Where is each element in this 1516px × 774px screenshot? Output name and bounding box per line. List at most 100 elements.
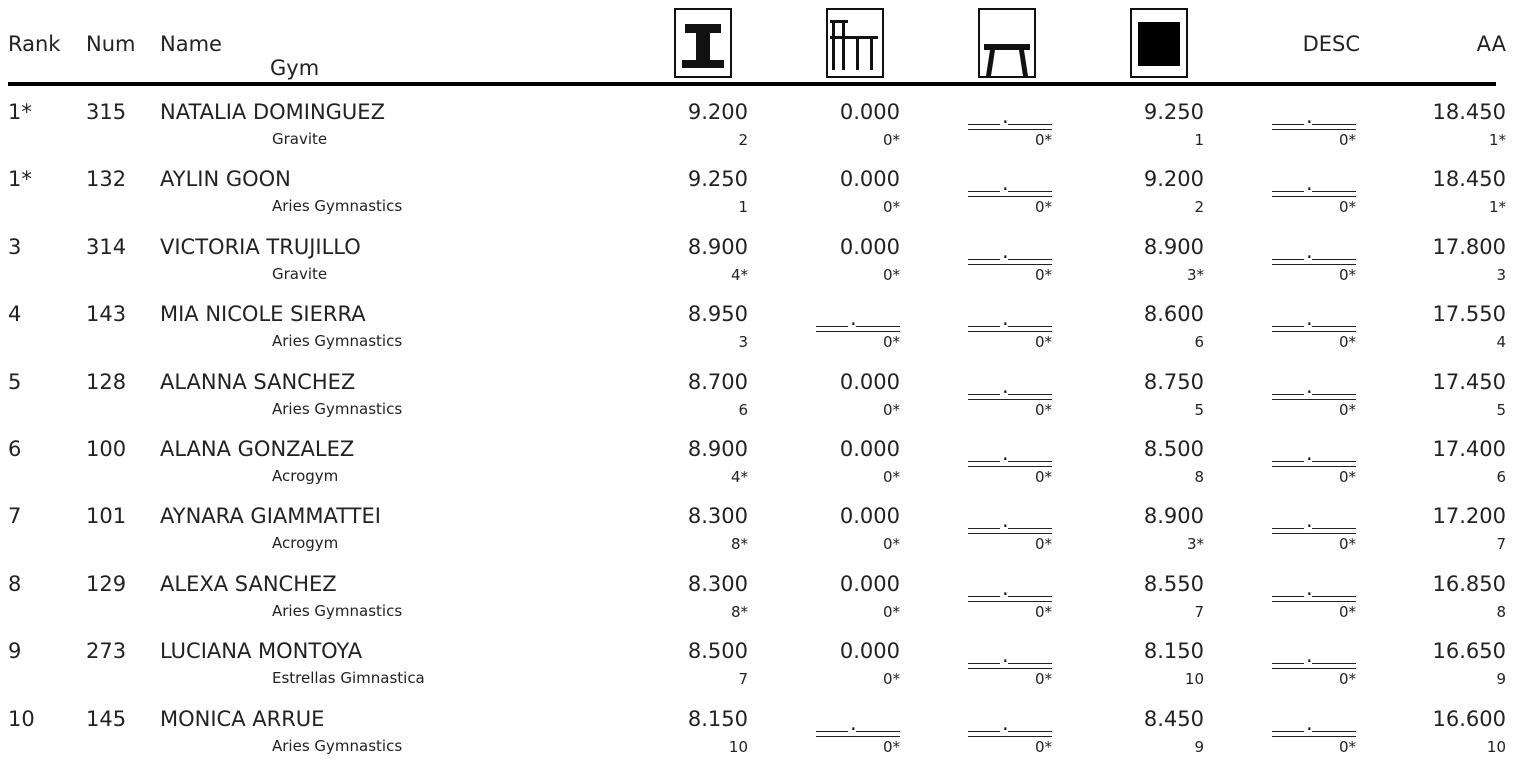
blank-underline bbox=[968, 461, 1000, 462]
aa-rank: 5 bbox=[1496, 400, 1506, 419]
aa-score: 18.450 bbox=[1432, 167, 1506, 192]
rank-cell: 8 bbox=[8, 571, 22, 596]
blank-underline bbox=[1312, 528, 1356, 530]
aa-rank: 7 bbox=[1496, 535, 1506, 554]
bars-score: 0.000 bbox=[839, 571, 900, 596]
name-cell: VICTORIA TRUJILLO bbox=[160, 234, 361, 259]
beam-score-blank: . bbox=[968, 709, 1052, 735]
beam-rank: 0* bbox=[1034, 131, 1052, 149]
aa-score: 18.450 bbox=[1432, 100, 1506, 124]
table-row: 6 100 ALANA GONZALEZ Acrogym 8.900 4* 0.000 0*.… bbox=[0, 437, 1516, 504]
blank-underline bbox=[1312, 730, 1356, 732]
floor-score: 8.900 bbox=[1143, 504, 1204, 529]
blank-dot: . bbox=[1306, 575, 1313, 600]
bars-rank: 0* bbox=[882, 535, 900, 554]
num-cell: 143 bbox=[86, 302, 127, 327]
gym-cell: Aries Gymnastics bbox=[272, 399, 403, 418]
name-cell: MIA NICOLE SIERRA bbox=[160, 302, 366, 327]
desc-rank: 0* bbox=[1338, 333, 1356, 352]
bars-rank: 0* bbox=[882, 602, 900, 621]
blank-underline bbox=[1008, 461, 1052, 462]
blank-overline bbox=[1272, 735, 1356, 737]
desc-score-blank: . bbox=[1272, 237, 1356, 263]
blank-dot: . bbox=[1306, 104, 1313, 128]
num-cell: 100 bbox=[86, 437, 127, 461]
floor-rank: 8 bbox=[1194, 468, 1204, 486]
blank-dot: . bbox=[1002, 508, 1009, 533]
blank-underline bbox=[1272, 595, 1304, 597]
blank-underline bbox=[816, 730, 848, 732]
blank-underline bbox=[1008, 124, 1052, 125]
blank-underline bbox=[968, 595, 1000, 597]
beam-rank: 0* bbox=[1034, 535, 1052, 554]
vault-score: 8.900 bbox=[687, 437, 748, 461]
blank-dot: . bbox=[1306, 508, 1313, 533]
beam-score-blank: . bbox=[968, 439, 1052, 465]
desc-rank: 0* bbox=[1338, 131, 1356, 149]
blank-underline bbox=[1272, 730, 1304, 732]
blank-dot: . bbox=[1002, 643, 1009, 668]
aa-score: 17.800 bbox=[1432, 234, 1506, 259]
num-cell: 145 bbox=[86, 706, 127, 731]
aa-rank: 8 bbox=[1496, 602, 1506, 621]
blank-underline bbox=[1312, 326, 1356, 328]
floor-rank: 3* bbox=[1186, 265, 1204, 284]
table-row: 1* 132 AYLIN GOON Aries Gymnastics 9.250 1 0.0… bbox=[0, 167, 1516, 234]
header-gym: Gym bbox=[270, 56, 320, 80]
rank-cell: 1* bbox=[8, 100, 32, 124]
rank-cell: 9 bbox=[8, 639, 22, 664]
desc-rank: 0* bbox=[1338, 400, 1356, 419]
desc-score-blank: . bbox=[1272, 709, 1356, 735]
name-cell: ALANNA SANCHEZ bbox=[160, 369, 356, 394]
vault-rank: 8* bbox=[730, 602, 748, 621]
blank-dot: . bbox=[1002, 171, 1009, 196]
beam-score-blank: . bbox=[968, 506, 1052, 532]
blank-overline bbox=[816, 331, 900, 333]
blank-underline bbox=[1008, 595, 1052, 597]
bars-score: 0.000 bbox=[839, 167, 900, 192]
desc-rank: 0* bbox=[1338, 198, 1356, 217]
header-name: Name bbox=[160, 32, 222, 56]
blank-dot: . bbox=[1306, 306, 1313, 331]
vault-score: 8.900 bbox=[687, 234, 748, 259]
aa-rank: 9 bbox=[1496, 670, 1506, 689]
blank-underline bbox=[1312, 393, 1356, 395]
bars-score: 0.000 bbox=[839, 369, 900, 394]
name-cell: AYNARA GIAMMATTEI bbox=[160, 504, 381, 529]
blank-underline bbox=[968, 730, 1000, 732]
desc-rank: 0* bbox=[1338, 737, 1356, 756]
header-num: Num bbox=[86, 32, 136, 56]
uneven-bars-icon bbox=[826, 8, 884, 78]
blank-overline bbox=[1272, 533, 1356, 535]
aa-score: 16.600 bbox=[1432, 706, 1506, 731]
beam-score-blank: . bbox=[968, 372, 1052, 398]
blank-overline bbox=[1272, 196, 1356, 198]
blank-dot: . bbox=[1306, 643, 1313, 668]
vault-score: 8.500 bbox=[687, 639, 748, 664]
blank-underline bbox=[968, 326, 1000, 328]
aa-rank: 3 bbox=[1496, 265, 1506, 284]
blank-dot: . bbox=[1306, 373, 1313, 398]
desc-score-blank: . bbox=[1272, 304, 1356, 330]
bars-rank: 0* bbox=[882, 333, 900, 352]
desc-score-blank: . bbox=[1272, 506, 1356, 532]
blank-underline bbox=[1272, 663, 1304, 665]
rank-cell: 10 bbox=[8, 706, 35, 731]
desc-rank: 0* bbox=[1338, 265, 1356, 284]
aa-rank: 4 bbox=[1496, 333, 1506, 352]
vault-rank: 10 bbox=[728, 737, 748, 756]
blank-dot: . bbox=[1002, 104, 1009, 128]
blank-overline bbox=[1272, 129, 1356, 130]
beam-score-blank: . bbox=[968, 237, 1052, 263]
beam-rank: 0* bbox=[1034, 198, 1052, 217]
num-cell: 128 bbox=[86, 369, 127, 394]
aa-score: 17.450 bbox=[1432, 369, 1506, 394]
blank-underline bbox=[1008, 326, 1052, 328]
floor-score: 8.500 bbox=[1143, 437, 1204, 461]
floor-score: 8.150 bbox=[1143, 639, 1204, 664]
vault-rank: 4* bbox=[730, 468, 748, 486]
aa-rank: 1* bbox=[1488, 198, 1506, 217]
blank-dot: . bbox=[1306, 171, 1313, 196]
desc-score-blank: . bbox=[1272, 169, 1356, 195]
beam-icon bbox=[978, 8, 1036, 78]
